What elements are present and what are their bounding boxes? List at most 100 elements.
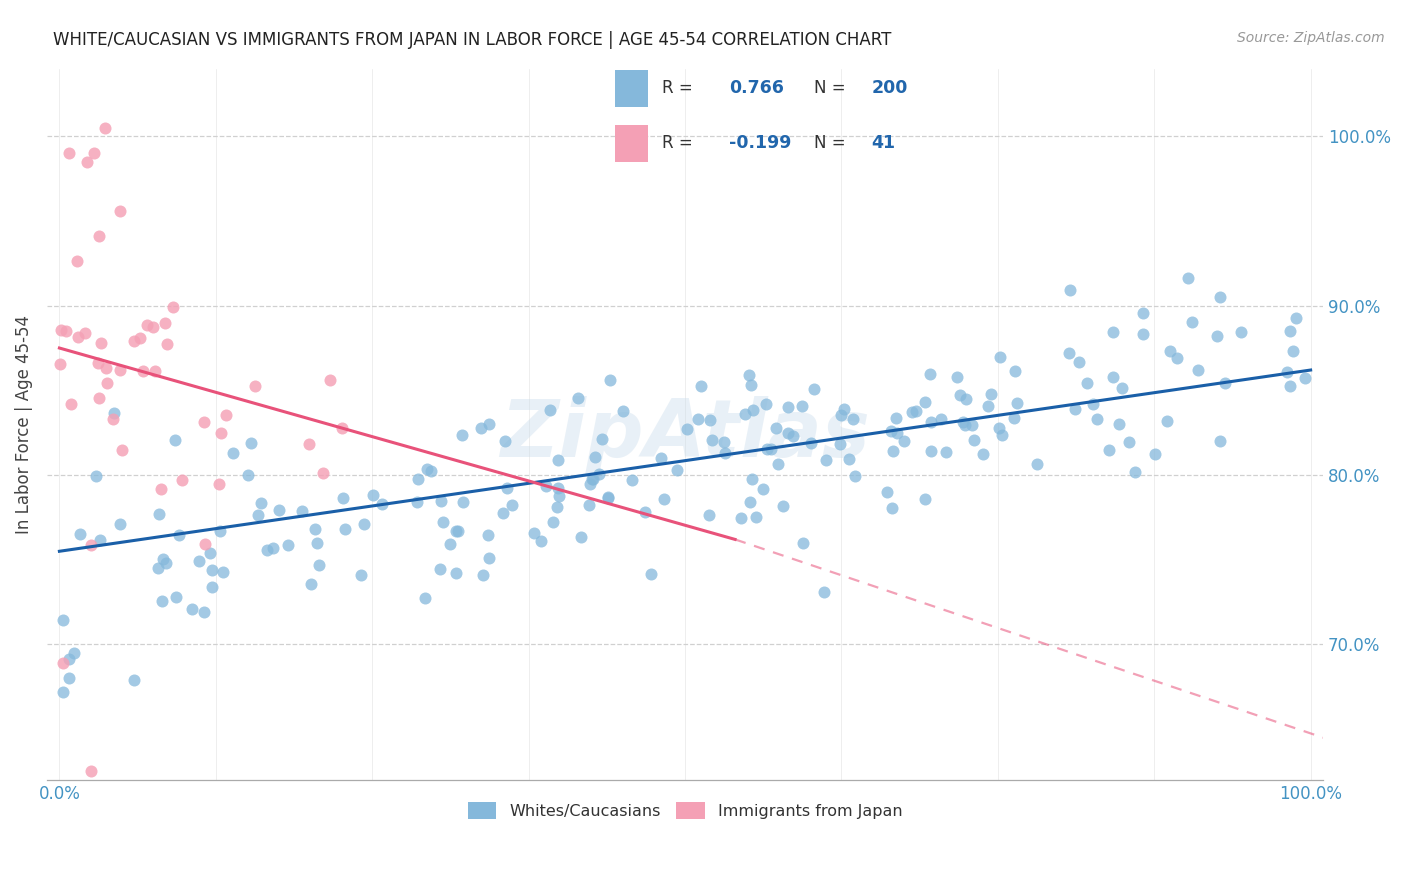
Point bbox=[876, 485, 898, 500]
Text: Source: ZipAtlas.com: Source: ZipAtlas.com bbox=[1237, 31, 1385, 45]
Point bbox=[63, 646, 86, 660]
Point bbox=[90, 336, 112, 351]
Point bbox=[108, 203, 131, 218]
Point bbox=[76, 154, 98, 169]
Point bbox=[415, 591, 437, 605]
Point bbox=[155, 316, 177, 330]
Point bbox=[492, 506, 515, 520]
Point bbox=[598, 491, 620, 506]
Point bbox=[935, 445, 957, 459]
Point bbox=[162, 300, 184, 314]
Point bbox=[953, 417, 976, 432]
Legend: Whites/Caucasians, Immigrants from Japan: Whites/Caucasians, Immigrants from Japan bbox=[461, 795, 908, 825]
Point bbox=[920, 415, 942, 429]
Point bbox=[1143, 447, 1166, 461]
Point bbox=[1132, 306, 1154, 320]
Point bbox=[209, 524, 232, 538]
Point bbox=[298, 437, 321, 451]
Point bbox=[350, 567, 373, 582]
Point bbox=[122, 334, 145, 349]
Point bbox=[1025, 457, 1047, 471]
Point bbox=[714, 445, 737, 459]
Point bbox=[108, 516, 131, 531]
Point bbox=[453, 495, 475, 509]
Point bbox=[583, 450, 606, 464]
Point bbox=[308, 558, 330, 573]
Point bbox=[307, 536, 329, 550]
Point bbox=[949, 388, 972, 402]
Point bbox=[541, 515, 564, 529]
Point bbox=[193, 605, 215, 619]
Point bbox=[980, 387, 1002, 401]
Point bbox=[1229, 325, 1251, 339]
Point bbox=[988, 350, 1011, 364]
Point bbox=[429, 494, 451, 508]
Point bbox=[167, 527, 190, 541]
Point bbox=[1123, 465, 1146, 479]
FancyBboxPatch shape bbox=[614, 125, 648, 162]
Point bbox=[1279, 325, 1302, 339]
Point bbox=[591, 432, 613, 446]
Point bbox=[830, 437, 852, 451]
Point bbox=[1102, 326, 1125, 340]
Point bbox=[200, 547, 222, 561]
Point bbox=[765, 421, 787, 435]
Point bbox=[155, 556, 177, 570]
Point bbox=[96, 376, 118, 390]
Point bbox=[803, 382, 825, 396]
Point bbox=[152, 552, 174, 566]
Point bbox=[523, 526, 546, 541]
Point bbox=[201, 563, 224, 577]
Point bbox=[1275, 365, 1298, 379]
Point bbox=[256, 543, 278, 558]
Point bbox=[277, 538, 299, 552]
Point bbox=[432, 515, 454, 529]
Point bbox=[547, 452, 569, 467]
Point bbox=[596, 490, 619, 504]
Point bbox=[838, 451, 860, 466]
Point bbox=[1111, 380, 1133, 394]
Point bbox=[782, 429, 804, 443]
Point bbox=[69, 526, 91, 541]
Point bbox=[1002, 410, 1025, 425]
Point bbox=[361, 488, 384, 502]
Point bbox=[446, 524, 468, 538]
Point bbox=[470, 421, 492, 435]
Point bbox=[800, 436, 823, 450]
Point bbox=[406, 494, 429, 508]
Point bbox=[534, 479, 557, 493]
Point bbox=[905, 403, 928, 417]
Point bbox=[212, 565, 235, 579]
Point bbox=[398, 781, 420, 796]
Point bbox=[972, 447, 994, 461]
Point bbox=[612, 404, 634, 418]
Point bbox=[111, 443, 134, 458]
Point bbox=[243, 378, 266, 392]
Point bbox=[547, 481, 569, 495]
Text: WHITE/CAUCASIAN VS IMMIGRANTS FROM JAPAN IN LABOR FORCE | AGE 45-54 CORRELATION : WHITE/CAUCASIAN VS IMMIGRANTS FROM JAPAN… bbox=[53, 31, 891, 49]
Point bbox=[813, 585, 835, 599]
Point bbox=[842, 412, 865, 426]
Point bbox=[370, 496, 392, 510]
Point bbox=[221, 446, 243, 460]
Point bbox=[634, 505, 657, 519]
Point bbox=[1132, 326, 1154, 341]
Point bbox=[730, 510, 752, 524]
Point bbox=[815, 453, 838, 467]
Point bbox=[103, 406, 125, 420]
Point bbox=[84, 469, 107, 483]
Point bbox=[741, 472, 763, 486]
Point bbox=[419, 464, 441, 478]
Point bbox=[83, 146, 105, 161]
Point bbox=[330, 421, 353, 435]
Text: N =: N = bbox=[814, 135, 845, 153]
Point bbox=[311, 466, 333, 480]
Point bbox=[52, 685, 75, 699]
Point bbox=[1181, 315, 1204, 329]
Point bbox=[931, 412, 953, 426]
Point bbox=[406, 472, 429, 486]
Point bbox=[67, 330, 90, 344]
Point bbox=[187, 553, 209, 567]
Point bbox=[1215, 376, 1237, 390]
Point bbox=[991, 428, 1014, 442]
